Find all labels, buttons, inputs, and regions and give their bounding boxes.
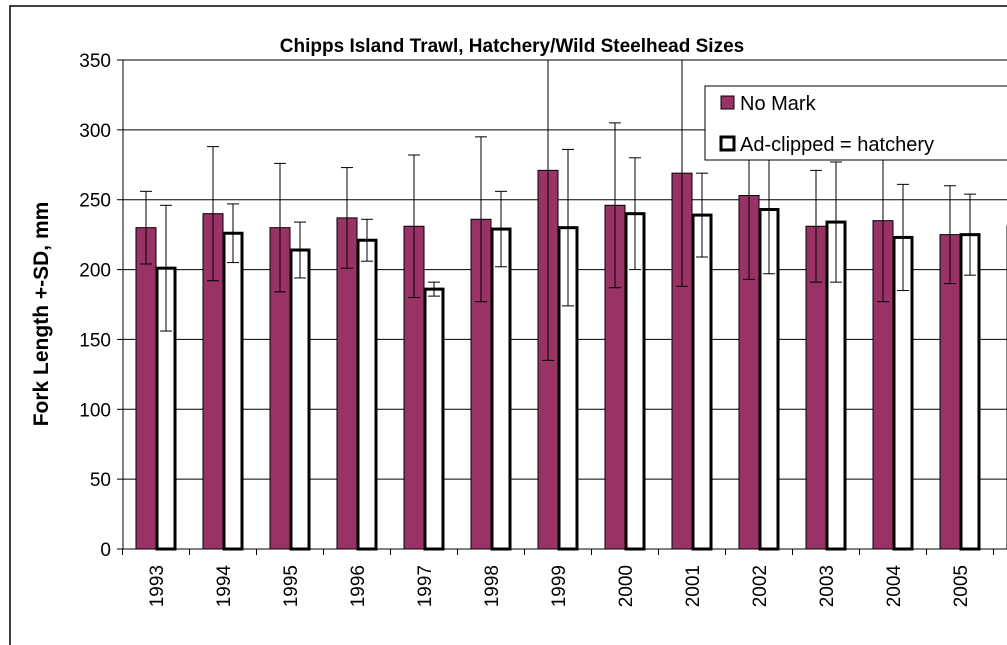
- legend-swatch-no-mark: [720, 95, 735, 110]
- x-tick-label: 2004: [884, 565, 905, 608]
- x-tick-label: 2002: [750, 565, 771, 607]
- bar-ad-clipped: [490, 227, 512, 551]
- y-tick-label: 300: [79, 121, 111, 142]
- x-tick-label: 1995: [281, 565, 302, 607]
- x-tick-label: 1999: [549, 565, 570, 607]
- x-tick-label: 2000: [616, 565, 637, 607]
- bar-ad-clipped: [356, 238, 378, 551]
- x-tick-label: 2001: [683, 565, 704, 607]
- y-axis-label: Fork Length +-SD, mm: [30, 202, 53, 427]
- y-tick-label: 150: [79, 330, 111, 351]
- y-tick-label: 0: [100, 540, 111, 561]
- x-tick-label: 1997: [415, 565, 436, 607]
- x-tick-label: 1994: [214, 565, 235, 608]
- y-tick-label: 250: [79, 191, 111, 212]
- legend-label-ad-clipped: Ad-clipped = hatchery: [740, 134, 934, 156]
- x-tick-label: 1996: [348, 565, 369, 607]
- legend-label-no-mark: No Mark: [740, 93, 817, 115]
- error-bars: [140, 59, 976, 361]
- legend: No Mark Ad-clipped = hatchery: [704, 85, 1007, 161]
- legend-swatch-ad-clipped: [719, 135, 736, 152]
- legend-box: [704, 85, 1007, 161]
- x-tick-label: 2005: [951, 565, 972, 607]
- bar-ad-clipped: [289, 248, 311, 551]
- chart-title: Chipps Island Trawl, Hatchery/Wild Steel…: [280, 36, 744, 57]
- y-tick-label: 350: [79, 51, 111, 72]
- bar-ad-clipped: [423, 287, 445, 551]
- axes: 0 50 100 150 200 250 300 350 1993 1994 1995 1996 199…: [79, 51, 1007, 607]
- y-tick-label: 200: [79, 261, 111, 282]
- y-tick-label: 50: [90, 470, 111, 491]
- y-tick-label: 100: [79, 400, 111, 421]
- bar-ad-clipped: [222, 231, 244, 551]
- x-tick-label: 2003: [817, 565, 838, 607]
- x-tick-label: 1993: [147, 565, 168, 607]
- bar-ad-clipped: [691, 213, 713, 551]
- x-tick-label: 1998: [482, 565, 503, 607]
- bar-no-mark: [135, 227, 157, 550]
- bar-ad-clipped: [959, 233, 981, 551]
